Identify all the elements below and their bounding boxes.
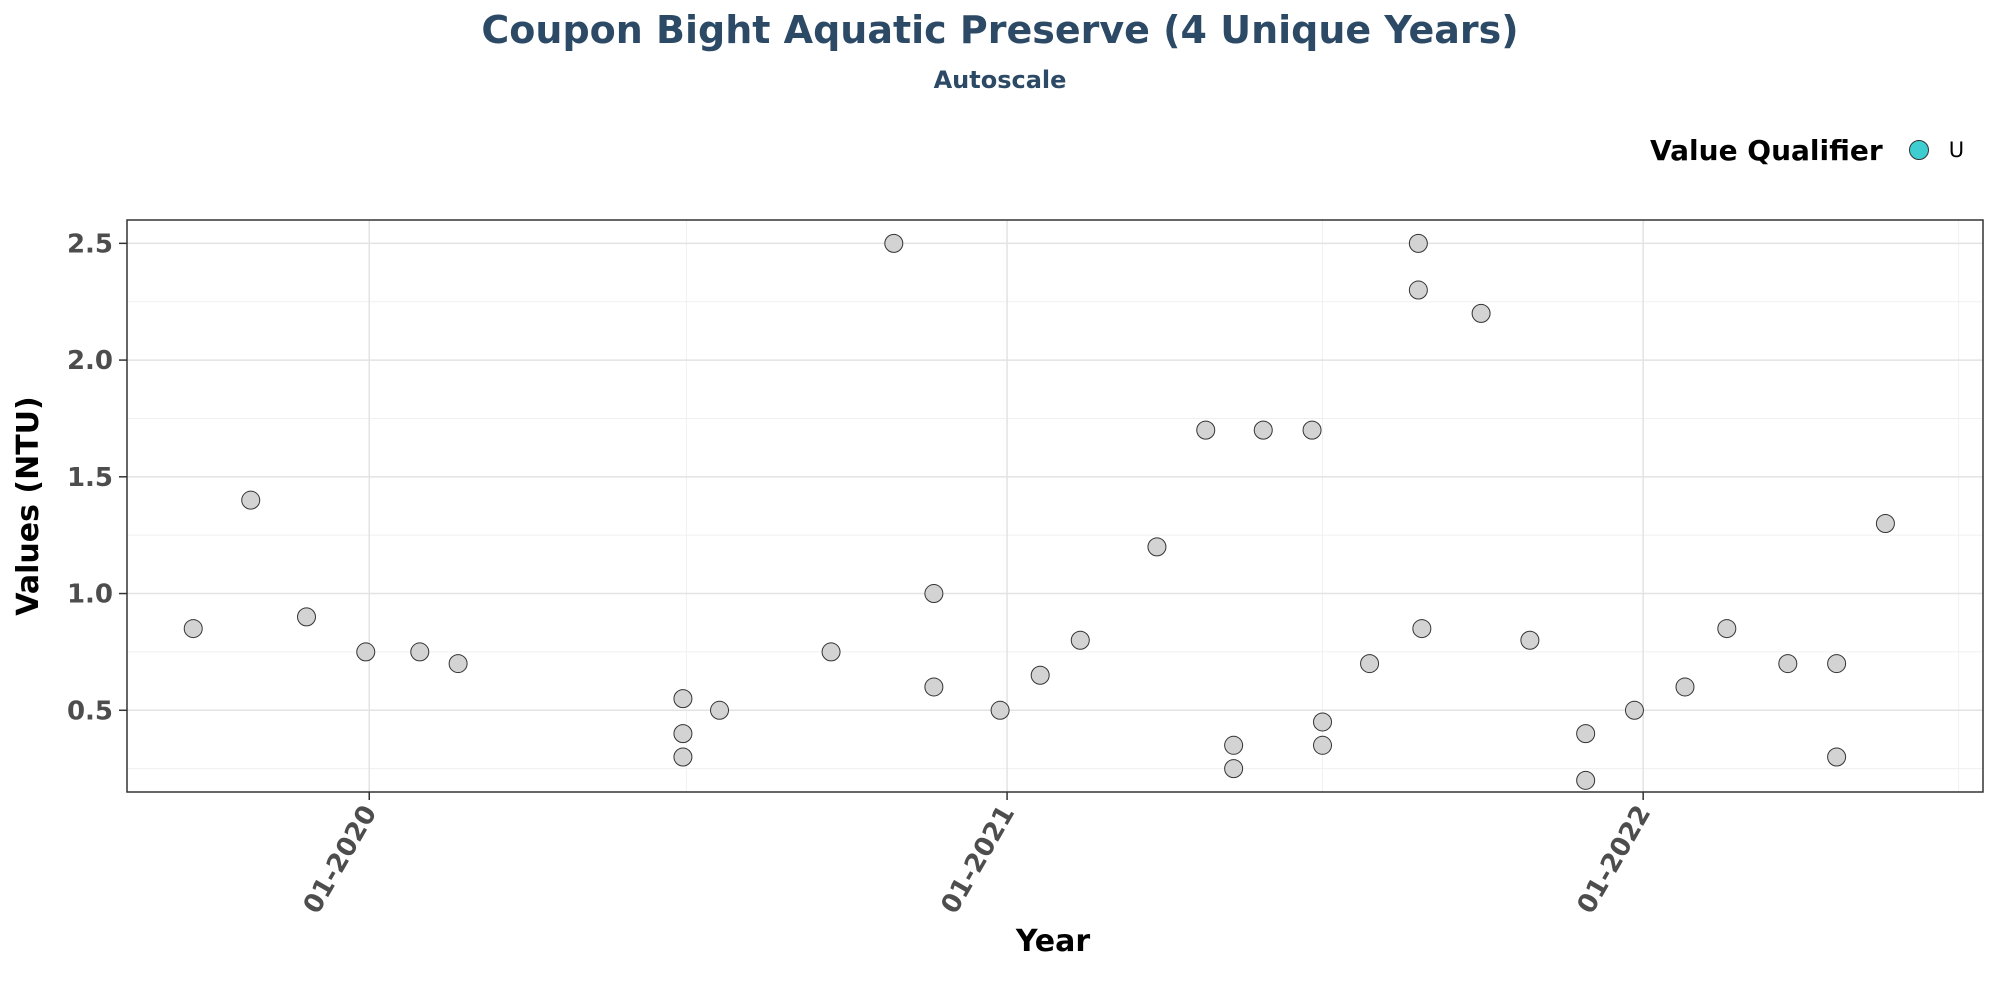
y-tick-label: 2.0 [67, 346, 113, 376]
data-point [1196, 420, 1216, 440]
y-tick-label: 0.5 [67, 696, 113, 726]
data-point [241, 490, 261, 510]
data-point [1675, 677, 1695, 697]
data-point [1412, 619, 1432, 639]
data-point [673, 689, 693, 709]
data-point [1576, 724, 1596, 744]
data-point [1313, 735, 1333, 755]
legend-label-u: U [1948, 138, 1965, 162]
data-point [1827, 747, 1847, 767]
data-point [1408, 233, 1428, 253]
data-point [1520, 630, 1540, 650]
data-point [1408, 280, 1428, 300]
x-tick-label: 01-2021 [935, 801, 1021, 919]
data-point [1360, 654, 1380, 674]
data-point [1827, 654, 1847, 674]
data-point [297, 607, 317, 627]
data-point [1471, 303, 1491, 323]
data-point [1624, 700, 1644, 720]
legend-key-u [1908, 140, 1929, 160]
data-point [924, 584, 944, 604]
data-point [1224, 735, 1244, 755]
chart-subtitle: Autoscale [933, 66, 1067, 94]
data-point [1147, 537, 1167, 557]
x-tick-label: 01-2022 [1572, 801, 1658, 919]
data-point [1302, 420, 1322, 440]
y-tick-label: 2.5 [67, 229, 113, 259]
data-point [710, 700, 730, 720]
data-point [1030, 665, 1050, 685]
data-point [924, 677, 944, 697]
x-tick-label: 01-2020 [298, 801, 384, 919]
data-point [1224, 759, 1244, 779]
data-point [1253, 420, 1273, 440]
data-point [1070, 630, 1090, 650]
y-tick-label: 1.0 [67, 580, 113, 610]
data-point [1576, 770, 1596, 790]
data-point [356, 642, 376, 662]
data-point [448, 654, 468, 674]
data-point [821, 642, 841, 662]
data-point [410, 642, 430, 662]
data-point [1717, 619, 1737, 639]
data-point [884, 233, 904, 253]
legend: Value Qualifier U [1650, 130, 1964, 170]
y-axis-title: Values (NTU) [11, 396, 46, 615]
x-axis-title: Year [1015, 924, 1091, 959]
y-tick-label: 1.5 [67, 463, 113, 493]
data-point [183, 619, 203, 639]
data-point [1313, 712, 1333, 732]
data-point [673, 724, 693, 744]
data-point [1875, 514, 1895, 534]
data-point [673, 747, 693, 767]
legend-title: Value Qualifier [1650, 133, 1883, 167]
data-point [1778, 654, 1798, 674]
chart-title: Coupon Bight Aquatic Preserve (4 Unique … [481, 8, 1519, 52]
data-point [990, 700, 1010, 720]
plot-border [126, 219, 1984, 793]
